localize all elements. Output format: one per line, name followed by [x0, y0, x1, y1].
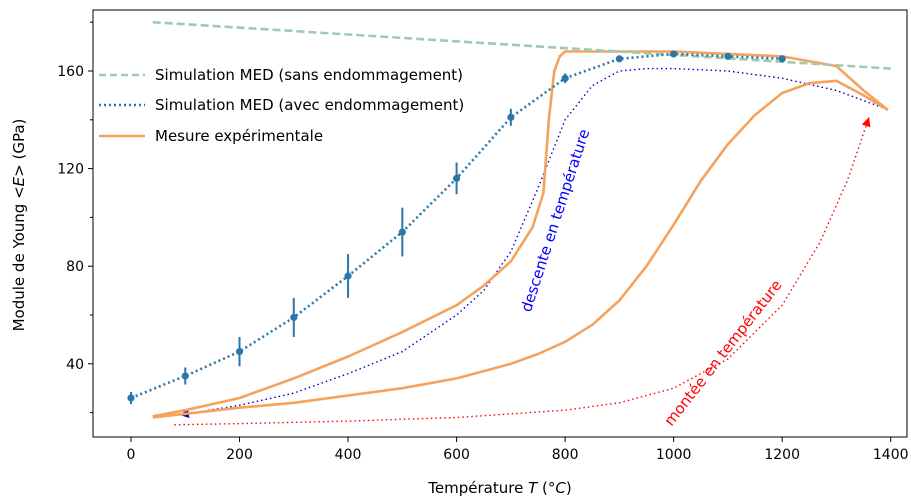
legend: Simulation MED (sans endommagement) Simu… [99, 66, 464, 145]
data-point [670, 50, 678, 58]
y-axis-label: Module de Young <E> (GPa) [10, 119, 28, 332]
data-point [235, 348, 244, 356]
data-point [615, 55, 623, 63]
plot-frame [92, 9, 908, 438]
data-point [181, 372, 189, 380]
series-sans-endommagement [152, 20, 891, 70]
heating-arrow-head [861, 117, 871, 128]
x-tick-label: 200 [226, 447, 253, 463]
data-point [344, 272, 352, 280]
x-tick-label: 400 [335, 447, 362, 463]
x-tick-label: 1200 [764, 447, 800, 463]
x-tick-label: 800 [552, 447, 579, 463]
legend-label-sans-endommagement: Simulation MED (sans endommagement) [155, 66, 463, 84]
annotation-montee: montée en température [660, 276, 785, 429]
data-point [127, 394, 135, 402]
x-tick-label: 1400 [873, 447, 909, 463]
data-point [507, 113, 515, 121]
x-tick-label: 0 [127, 447, 136, 463]
data-point [452, 174, 461, 182]
data-point [398, 228, 406, 236]
legend-label-avec-endommagement: Simulation MED (avec endommagement) [155, 96, 464, 114]
annotation-descente: descente en température [517, 127, 593, 314]
series-mesure-heating [152, 79, 889, 419]
x-tick-label: 600 [443, 447, 470, 463]
y-tick-label: 160 [57, 64, 84, 80]
legend-label-mesure: Mesure expérimentale [155, 127, 323, 145]
y-tick-label: 40 [66, 357, 84, 373]
axes: 0 200 400 600 800 1000 1200 1400 40 80 120 160 [57, 9, 909, 463]
y-tick-label: 120 [57, 162, 84, 178]
plot-area [127, 20, 891, 426]
data-point [561, 74, 569, 82]
data-point [724, 52, 732, 60]
data-point [290, 313, 298, 322]
cooling-arrow-path [179, 67, 883, 416]
data-point [778, 55, 786, 63]
x-axis-label: Température T (°C) [427, 479, 571, 497]
series-mesure-cooling [152, 50, 889, 418]
y-tick-label: 80 [66, 259, 84, 275]
x-tick-label: 1000 [656, 447, 692, 463]
heating-arrow-path [174, 117, 870, 426]
